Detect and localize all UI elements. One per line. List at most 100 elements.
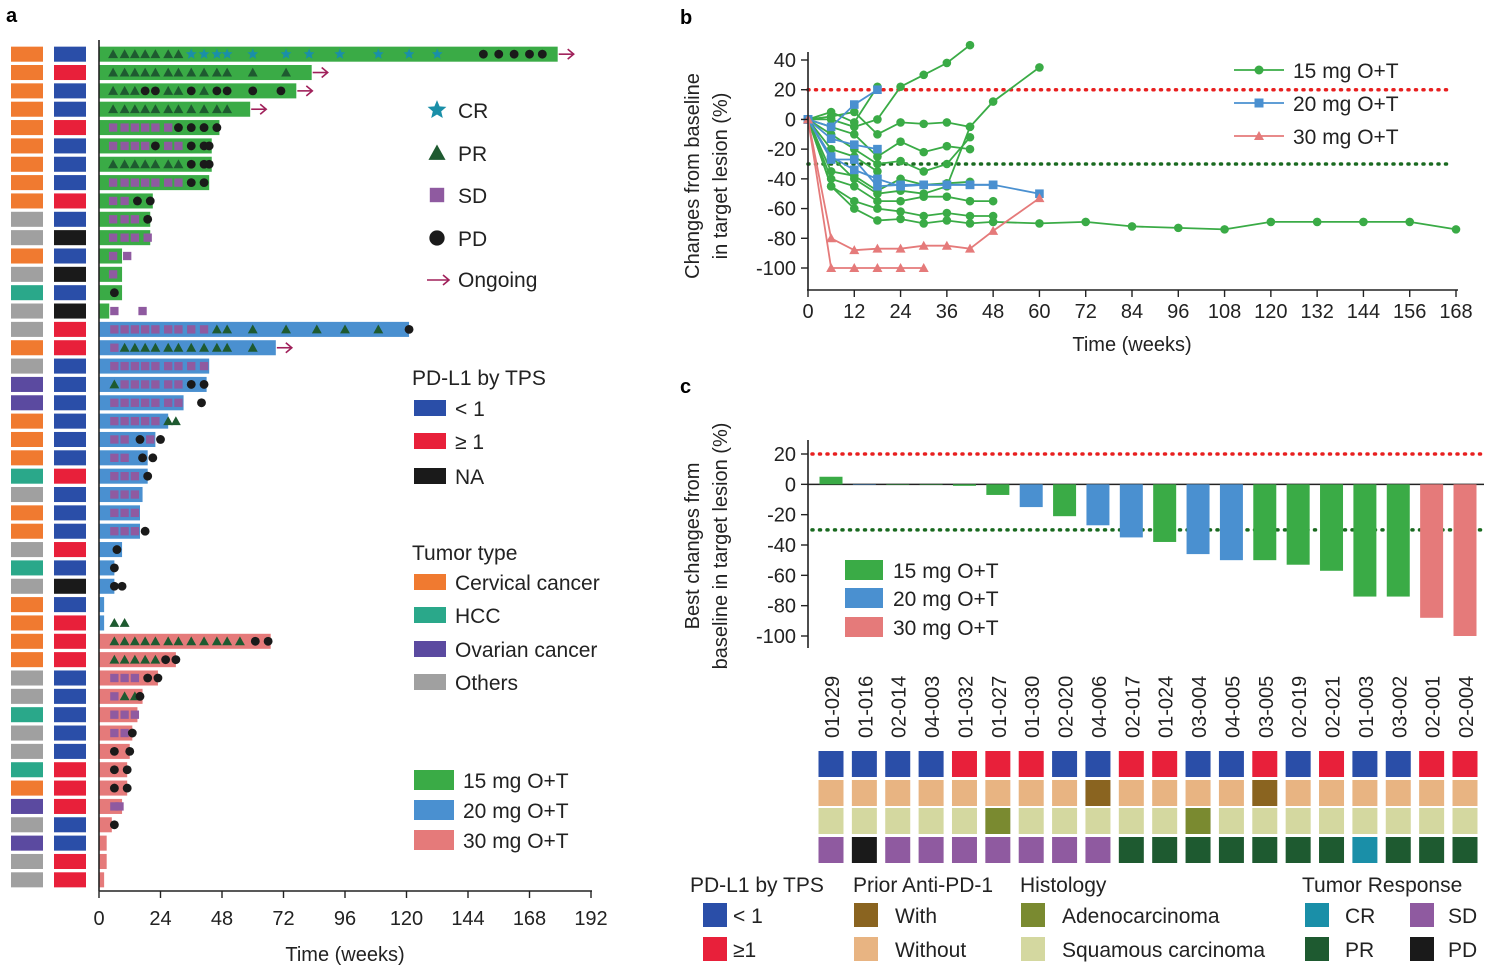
data-point bbox=[849, 165, 859, 175]
sd-marker bbox=[146, 435, 155, 444]
sd-marker bbox=[120, 123, 129, 132]
pdl1-cell bbox=[54, 101, 86, 117]
data-point bbox=[919, 70, 929, 80]
pr-marker bbox=[150, 342, 161, 352]
waterfall-bar bbox=[1353, 484, 1377, 597]
pdl1-cell bbox=[54, 817, 86, 833]
series-line bbox=[807, 119, 924, 269]
pd-marker bbox=[109, 820, 119, 830]
pr-marker bbox=[140, 654, 151, 664]
cr-marker bbox=[431, 48, 443, 59]
legend-marker bbox=[1254, 65, 1264, 75]
patient-id-label: 01-024 bbox=[1156, 676, 1178, 738]
tumor-type-cell bbox=[11, 46, 43, 62]
pdl1-legend-title: PD-L1 by TPS bbox=[690, 874, 824, 897]
pd-marker bbox=[222, 86, 232, 96]
pr-marker bbox=[119, 636, 130, 646]
tumor-type-cell bbox=[11, 450, 43, 466]
data-point bbox=[826, 134, 836, 144]
pdl1-cell bbox=[54, 597, 86, 613]
tumor-legend-swatch bbox=[414, 574, 446, 590]
pr-marker bbox=[108, 67, 119, 77]
pr-marker bbox=[211, 67, 222, 77]
response-legend-swatch bbox=[1410, 937, 1434, 961]
tumor-legend-swatch bbox=[414, 674, 446, 690]
sd-marker bbox=[174, 178, 183, 187]
pd-marker bbox=[109, 746, 119, 756]
cr-marker bbox=[185, 48, 197, 59]
pd-marker bbox=[186, 141, 196, 151]
x-tick-label: 120 bbox=[1254, 301, 1287, 323]
data-point bbox=[826, 263, 837, 272]
waterfall-bar bbox=[886, 484, 910, 485]
tumor-type-cell bbox=[11, 633, 43, 649]
pdl1-cell bbox=[54, 872, 86, 888]
histology-cell bbox=[1385, 808, 1411, 834]
pr-marker bbox=[199, 67, 210, 77]
prior-anti-pd1-cell bbox=[1319, 780, 1345, 806]
pd-marker bbox=[204, 141, 214, 151]
pd-marker bbox=[404, 324, 414, 334]
pd-marker bbox=[135, 435, 145, 444]
pdl1-cell bbox=[54, 248, 86, 264]
histology-legend-swatch bbox=[1021, 903, 1045, 927]
sd-marker bbox=[108, 196, 118, 206]
legend-label: 20 mg O+T bbox=[1293, 93, 1399, 116]
prior-anti-pd1-cell bbox=[918, 780, 944, 806]
tumor-type-cell bbox=[11, 285, 43, 301]
data-point bbox=[826, 181, 836, 191]
waterfall-bar bbox=[952, 484, 976, 486]
data-point bbox=[849, 100, 859, 109]
pdl1-cell bbox=[985, 751, 1011, 777]
prior-anti-pd1-cell bbox=[1218, 780, 1244, 806]
dose-legend-swatch bbox=[414, 770, 454, 790]
response-cell bbox=[1152, 837, 1178, 863]
response-cell bbox=[1085, 837, 1111, 863]
sd-marker bbox=[187, 361, 196, 371]
waterfall-bar bbox=[1119, 484, 1143, 538]
sd-marker bbox=[199, 325, 209, 334]
pd-marker bbox=[186, 86, 196, 96]
sd-marker bbox=[151, 398, 160, 407]
pdl1-cell bbox=[54, 780, 86, 796]
pr-marker bbox=[211, 342, 222, 352]
x-tick-label: 72 bbox=[272, 908, 294, 930]
pdl1-legend-label: ≥1 bbox=[733, 939, 756, 962]
sd-marker bbox=[110, 802, 119, 811]
dose-legend-label: 30 mg O+T bbox=[893, 617, 999, 640]
pdl1-cell bbox=[1252, 751, 1278, 777]
pd-marker bbox=[153, 673, 163, 683]
pdl1-cell bbox=[54, 542, 86, 558]
sd-marker bbox=[174, 361, 183, 371]
pr-marker bbox=[150, 67, 161, 77]
ongoing-arrow-head bbox=[321, 66, 329, 79]
pdl1-cell bbox=[54, 578, 86, 594]
sd-marker bbox=[130, 141, 140, 151]
pr-marker bbox=[129, 104, 140, 114]
pr-marker bbox=[119, 67, 130, 77]
sd-marker bbox=[120, 508, 129, 518]
patient-bar bbox=[99, 615, 105, 631]
pd-marker bbox=[140, 526, 150, 536]
histology-cell bbox=[985, 808, 1011, 834]
x-tick-label: 144 bbox=[451, 908, 484, 930]
sd-marker bbox=[110, 306, 119, 316]
x-tick-label: 60 bbox=[1028, 301, 1050, 323]
y-axis-title-line1: Changes from baseline bbox=[682, 73, 704, 279]
sd-marker bbox=[130, 380, 140, 389]
waterfall-bar bbox=[1286, 484, 1310, 565]
waterfall-bar bbox=[1320, 484, 1344, 571]
pr-marker bbox=[186, 104, 197, 114]
patient-id-label: 02-020 bbox=[1056, 676, 1078, 738]
sd-marker bbox=[130, 361, 140, 371]
data-point bbox=[942, 159, 952, 169]
x-axis-title: Time (weeks) bbox=[1072, 334, 1191, 356]
data-point bbox=[826, 144, 836, 154]
tumor-type-cell bbox=[11, 193, 43, 209]
pr-marker bbox=[119, 49, 130, 59]
dose-legend-swatch bbox=[414, 800, 454, 820]
patient-bar bbox=[99, 835, 107, 851]
tumor-type-cell bbox=[11, 707, 43, 723]
pdl1-cell bbox=[818, 751, 844, 777]
tumor-type-cell bbox=[11, 542, 43, 558]
